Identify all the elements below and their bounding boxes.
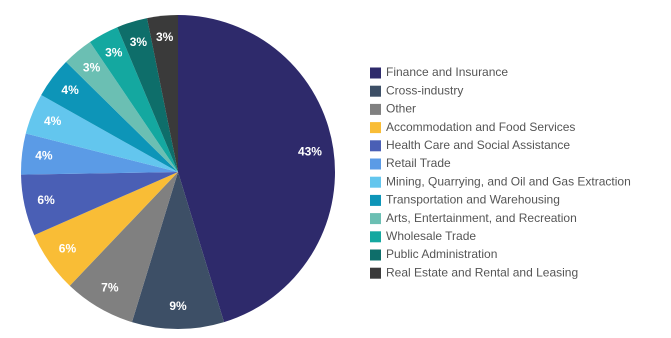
value-label: 6% <box>37 193 55 207</box>
legend-label: Cross-industry <box>386 83 463 97</box>
legend-label: Transportation and Warehousing <box>386 193 560 207</box>
value-label: 6% <box>59 242 77 256</box>
value-label: 3% <box>156 30 174 44</box>
legend-label: Arts, Entertainment, and Recreation <box>386 211 577 225</box>
legend-swatch <box>370 122 381 134</box>
legend-label: Retail Trade <box>386 156 451 170</box>
pie-slice <box>147 15 178 172</box>
legend-label: Mining, Quarrying, and Oil and Gas Extra… <box>386 174 631 188</box>
legend-label: Other <box>386 102 416 116</box>
value-label: 3% <box>130 35 148 49</box>
value-label: 4% <box>61 83 79 97</box>
pie-slice <box>21 172 179 236</box>
legend-label: Health Care and Social Assistance <box>386 138 570 152</box>
legend-label: Accommodation and Food Services <box>386 120 575 134</box>
value-label: 4% <box>44 114 62 128</box>
pie-slice <box>21 133 178 175</box>
value-label: 43% <box>298 144 322 158</box>
legend-swatch <box>370 194 381 206</box>
legend-swatch <box>370 231 381 243</box>
legend-swatch <box>370 267 381 279</box>
value-label: 7% <box>101 281 119 295</box>
legend-label: Wholesale Trade <box>386 229 476 243</box>
pie-slice <box>131 172 225 329</box>
legend-label: Finance and Insurance <box>386 65 508 79</box>
pie-slice <box>34 172 178 286</box>
pie-slice <box>41 61 179 173</box>
value-label: 4% <box>35 149 53 163</box>
legend-swatch <box>370 67 381 79</box>
legend-label: Real Estate and Rental and Leasing <box>386 265 578 279</box>
legend-swatch <box>370 176 381 188</box>
legend-swatch <box>370 103 381 115</box>
pie-slice <box>89 27 178 173</box>
legend-swatch <box>370 140 381 152</box>
legend-label: Public Administration <box>386 247 497 261</box>
value-label: 9% <box>169 299 187 313</box>
legend-swatch <box>370 158 381 170</box>
legend-swatch <box>370 213 381 225</box>
pie-slice <box>66 42 178 173</box>
value-label: 3% <box>105 45 123 59</box>
value-label: 3% <box>83 60 101 74</box>
pie-slice <box>69 172 178 323</box>
legend-swatch <box>370 249 381 261</box>
pie-slice <box>117 18 178 172</box>
pie-slice <box>178 15 336 323</box>
legend-swatch <box>370 85 381 97</box>
pie-slice <box>25 95 179 172</box>
